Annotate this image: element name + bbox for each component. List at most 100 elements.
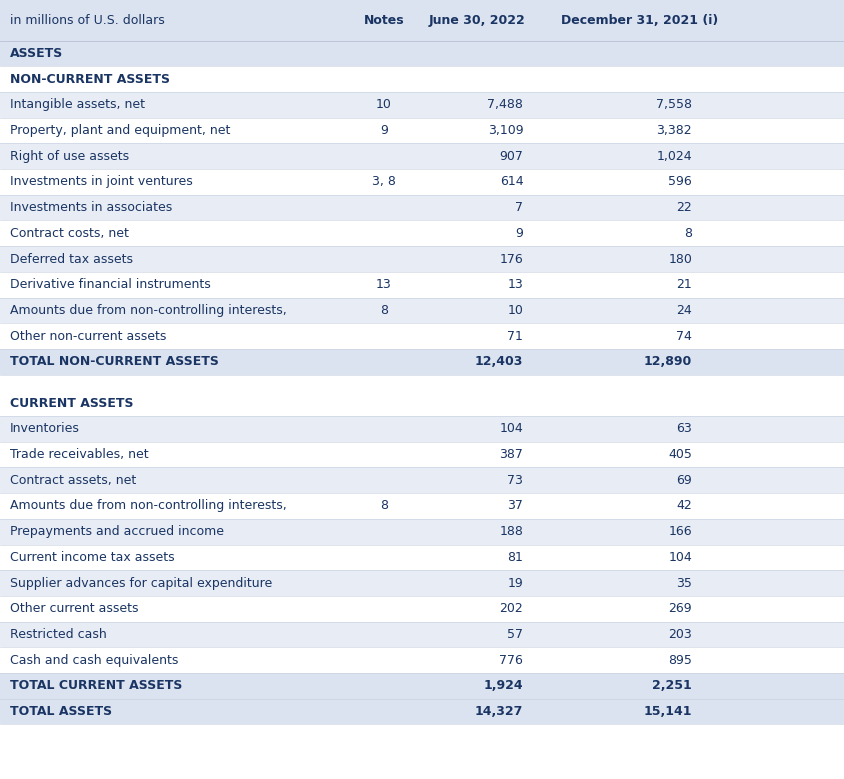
Text: 3,382: 3,382	[657, 124, 692, 137]
Text: Contract assets, net: Contract assets, net	[10, 474, 137, 487]
Bar	[0, 41, 844, 66]
Text: 8: 8	[380, 304, 388, 317]
Text: 180: 180	[668, 252, 692, 266]
Text: 1,924: 1,924	[484, 679, 523, 693]
Text: 42: 42	[676, 499, 692, 513]
Text: 776: 776	[500, 654, 523, 667]
Text: 15,141: 15,141	[644, 705, 692, 718]
Bar	[0, 272, 844, 298]
Text: 166: 166	[668, 525, 692, 538]
Bar	[0, 349, 844, 375]
Text: 596: 596	[668, 175, 692, 189]
Text: 104: 104	[500, 422, 523, 435]
Text: 71: 71	[507, 330, 523, 343]
Text: TOTAL ASSETS: TOTAL ASSETS	[10, 705, 112, 718]
Text: 8: 8	[380, 499, 388, 513]
Bar	[0, 647, 844, 673]
Text: Derivative financial instruments: Derivative financial instruments	[10, 278, 211, 291]
Text: Right of use assets: Right of use assets	[10, 150, 129, 163]
Text: Other non-current assets: Other non-current assets	[10, 330, 166, 343]
Text: 73: 73	[507, 474, 523, 487]
Bar	[0, 570, 844, 596]
Text: Notes: Notes	[364, 14, 404, 26]
Text: Investments in associates: Investments in associates	[10, 201, 172, 214]
Text: 69: 69	[676, 474, 692, 487]
Text: 387: 387	[500, 448, 523, 461]
Text: 14,327: 14,327	[475, 705, 523, 718]
Text: TOTAL CURRENT ASSETS: TOTAL CURRENT ASSETS	[10, 679, 182, 693]
Text: 907: 907	[500, 150, 523, 163]
Bar	[0, 493, 844, 519]
Bar	[0, 298, 844, 323]
Text: Amounts due from non-controlling interests,: Amounts due from non-controlling interes…	[10, 304, 287, 317]
Text: 10: 10	[376, 98, 392, 111]
Text: Amounts due from non-controlling interests,: Amounts due from non-controlling interes…	[10, 499, 287, 513]
Bar	[0, 92, 844, 118]
Text: 7: 7	[516, 201, 523, 214]
Text: ASSETS: ASSETS	[10, 47, 63, 60]
Text: 10: 10	[507, 304, 523, 317]
Bar	[0, 545, 844, 570]
Text: 9: 9	[516, 227, 523, 240]
Bar	[0, 673, 844, 699]
Text: 203: 203	[668, 628, 692, 641]
Text: 614: 614	[500, 175, 523, 189]
Text: Intangible assets, net: Intangible assets, net	[10, 98, 145, 111]
Text: 74: 74	[676, 330, 692, 343]
Text: 188: 188	[500, 525, 523, 538]
Text: 19: 19	[507, 576, 523, 590]
Text: 3, 8: 3, 8	[372, 175, 396, 189]
Text: 22: 22	[676, 201, 692, 214]
Bar	[0, 195, 844, 220]
Text: June 30, 2022: June 30, 2022	[429, 14, 525, 26]
Text: 7,488: 7,488	[487, 98, 523, 111]
Text: Supplier advances for capital expenditure: Supplier advances for capital expenditur…	[10, 576, 273, 590]
Bar	[0, 390, 844, 416]
Text: Other current assets: Other current assets	[10, 602, 138, 615]
Text: 21: 21	[676, 278, 692, 291]
Bar	[0, 66, 844, 92]
Bar	[0, 622, 844, 647]
Text: 202: 202	[500, 602, 523, 615]
Bar	[0, 323, 844, 349]
Bar	[0, 143, 844, 169]
Text: 13: 13	[376, 278, 392, 291]
Text: 9: 9	[380, 124, 388, 137]
Bar	[0, 416, 844, 442]
Text: December 31, 2021 (i): December 31, 2021 (i)	[561, 14, 718, 26]
Text: TOTAL NON-CURRENT ASSETS: TOTAL NON-CURRENT ASSETS	[10, 355, 219, 368]
Bar	[0, 220, 844, 246]
Text: Prepayments and accrued income: Prepayments and accrued income	[10, 525, 225, 538]
Text: 24: 24	[676, 304, 692, 317]
Text: Property, plant and equipment, net: Property, plant and equipment, net	[10, 124, 230, 137]
Bar	[0, 169, 844, 195]
Text: 7,558: 7,558	[656, 98, 692, 111]
Text: 1,024: 1,024	[657, 150, 692, 163]
Text: Cash and cash equivalents: Cash and cash equivalents	[10, 654, 178, 667]
Bar	[0, 519, 844, 545]
Text: 176: 176	[500, 252, 523, 266]
Text: 8: 8	[684, 227, 692, 240]
Text: 81: 81	[507, 551, 523, 564]
Text: in millions of U.S. dollars: in millions of U.S. dollars	[10, 14, 165, 26]
Text: Inventories: Inventories	[10, 422, 80, 435]
Text: Deferred tax assets: Deferred tax assets	[10, 252, 133, 266]
Text: Restricted cash: Restricted cash	[10, 628, 107, 641]
Text: 104: 104	[668, 551, 692, 564]
Bar	[0, 699, 844, 724]
Text: 63: 63	[676, 422, 692, 435]
Text: 12,890: 12,890	[644, 355, 692, 368]
Bar	[0, 246, 844, 272]
Bar	[0, 467, 844, 493]
Text: 3,109: 3,109	[488, 124, 523, 137]
Text: 2,251: 2,251	[652, 679, 692, 693]
Text: CURRENT ASSETS: CURRENT ASSETS	[10, 397, 133, 410]
Text: 895: 895	[668, 654, 692, 667]
Bar	[0, 375, 844, 390]
Text: 405: 405	[668, 448, 692, 461]
Text: 37: 37	[507, 499, 523, 513]
Text: 12,403: 12,403	[475, 355, 523, 368]
Text: NON-CURRENT ASSETS: NON-CURRENT ASSETS	[10, 72, 170, 86]
Text: 269: 269	[668, 602, 692, 615]
Text: 13: 13	[507, 278, 523, 291]
